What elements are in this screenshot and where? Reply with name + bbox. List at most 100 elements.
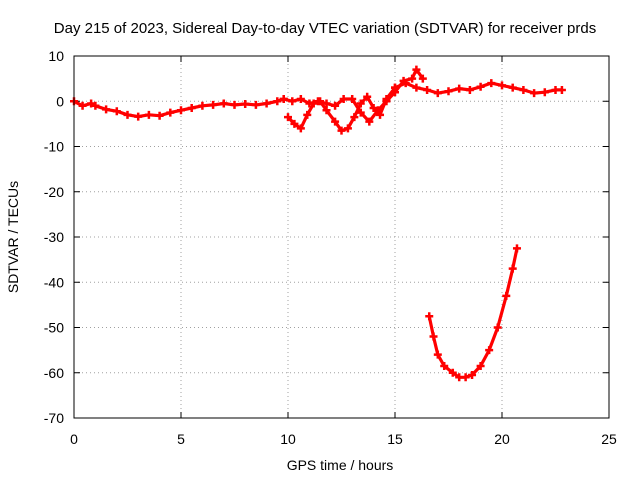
data-point xyxy=(187,104,196,113)
data-point xyxy=(487,79,496,88)
data-point xyxy=(498,81,506,90)
y-tick-label: -60 xyxy=(44,365,64,381)
data-point xyxy=(391,83,399,92)
data-point xyxy=(540,88,549,97)
data-point xyxy=(348,94,357,103)
y-tick-label: 10 xyxy=(48,48,64,64)
grid xyxy=(74,56,609,418)
data-point xyxy=(369,104,378,113)
data-point xyxy=(337,126,346,135)
y-tick-label: 0 xyxy=(56,93,64,109)
data-point xyxy=(455,84,464,93)
data-point xyxy=(166,108,175,117)
data-point xyxy=(356,108,365,117)
data-point xyxy=(356,99,365,108)
y-tick-label: -40 xyxy=(44,274,64,290)
data-point xyxy=(305,99,314,108)
data-point xyxy=(296,124,305,133)
data-point xyxy=(322,99,331,108)
data-point xyxy=(177,106,185,115)
data-point xyxy=(376,110,385,119)
data-point xyxy=(343,124,352,133)
plot-frame xyxy=(73,55,610,419)
y-axis-ticks: 10 0 -10 -20 -30 -40 -50 -60 -70 xyxy=(44,48,609,426)
chart-title: Day 215 of 2023, Sidereal Day-to-day VTE… xyxy=(54,20,596,37)
data-point xyxy=(102,105,111,114)
data-point xyxy=(476,361,485,370)
data-point xyxy=(322,106,331,115)
data-point xyxy=(429,332,438,341)
data-point xyxy=(78,101,87,110)
data-point xyxy=(363,92,372,101)
y-tick-label: -20 xyxy=(44,184,64,200)
data-point xyxy=(373,106,382,115)
data-point xyxy=(303,110,312,119)
data-point xyxy=(448,368,457,377)
y-axis-label: SDTVAR / TECUs xyxy=(5,181,21,293)
x-axis-label: GPS time / hours xyxy=(287,457,394,473)
x-tick-label: 20 xyxy=(494,431,510,447)
data-point xyxy=(412,65,421,74)
data-point xyxy=(365,117,374,126)
data-point xyxy=(313,97,322,106)
data-point xyxy=(209,100,218,109)
data-point xyxy=(425,312,434,321)
series-line xyxy=(72,97,286,119)
data-point xyxy=(512,244,521,253)
data-point xyxy=(87,99,96,108)
data-point xyxy=(557,85,566,94)
data-point xyxy=(134,112,143,121)
data-point xyxy=(155,111,164,120)
series-line xyxy=(427,246,519,379)
data-point xyxy=(440,361,449,370)
data-point xyxy=(273,97,282,106)
data-point xyxy=(519,85,528,94)
data-point xyxy=(508,264,517,273)
data-point xyxy=(433,350,442,359)
data-point xyxy=(493,323,502,332)
data-point xyxy=(502,291,511,300)
data-point xyxy=(418,74,427,83)
y-tick-label: -70 xyxy=(44,410,64,426)
data-point xyxy=(508,83,517,92)
data-point xyxy=(112,107,121,116)
data-point xyxy=(331,117,340,126)
data-point xyxy=(284,113,292,122)
data-series xyxy=(70,65,566,382)
data-point xyxy=(382,97,391,106)
data-point xyxy=(350,113,359,122)
y-tick-label: -30 xyxy=(44,229,64,245)
x-tick-label: 10 xyxy=(280,431,296,447)
data-point xyxy=(476,82,485,91)
x-tick-label: 15 xyxy=(387,431,403,447)
data-point xyxy=(401,79,410,88)
data-point xyxy=(468,371,477,380)
x-tick-label: 25 xyxy=(601,431,617,447)
data-point xyxy=(91,101,100,110)
data-point xyxy=(288,97,297,106)
data-point xyxy=(465,85,474,94)
data-point xyxy=(339,94,348,103)
data-point xyxy=(241,99,250,108)
data-point xyxy=(290,119,299,128)
x-tick-label: 5 xyxy=(177,431,185,447)
x-axis-ticks: 0 5 10 15 20 25 xyxy=(70,56,617,447)
data-point xyxy=(423,85,432,94)
data-point xyxy=(144,110,153,119)
data-point xyxy=(331,101,340,110)
x-tick-label: 0 xyxy=(70,431,78,447)
data-point xyxy=(279,94,288,103)
data-point xyxy=(444,87,453,96)
data-point xyxy=(433,89,442,98)
data-point xyxy=(262,99,271,108)
data-point xyxy=(198,101,207,110)
data-point xyxy=(461,373,470,382)
data-point xyxy=(485,346,494,355)
y-tick-label: -10 xyxy=(44,139,64,155)
y-tick-label: -50 xyxy=(44,320,64,336)
data-point xyxy=(230,100,239,109)
data-point xyxy=(408,74,417,83)
data-point xyxy=(296,94,305,103)
data-point xyxy=(530,89,539,98)
